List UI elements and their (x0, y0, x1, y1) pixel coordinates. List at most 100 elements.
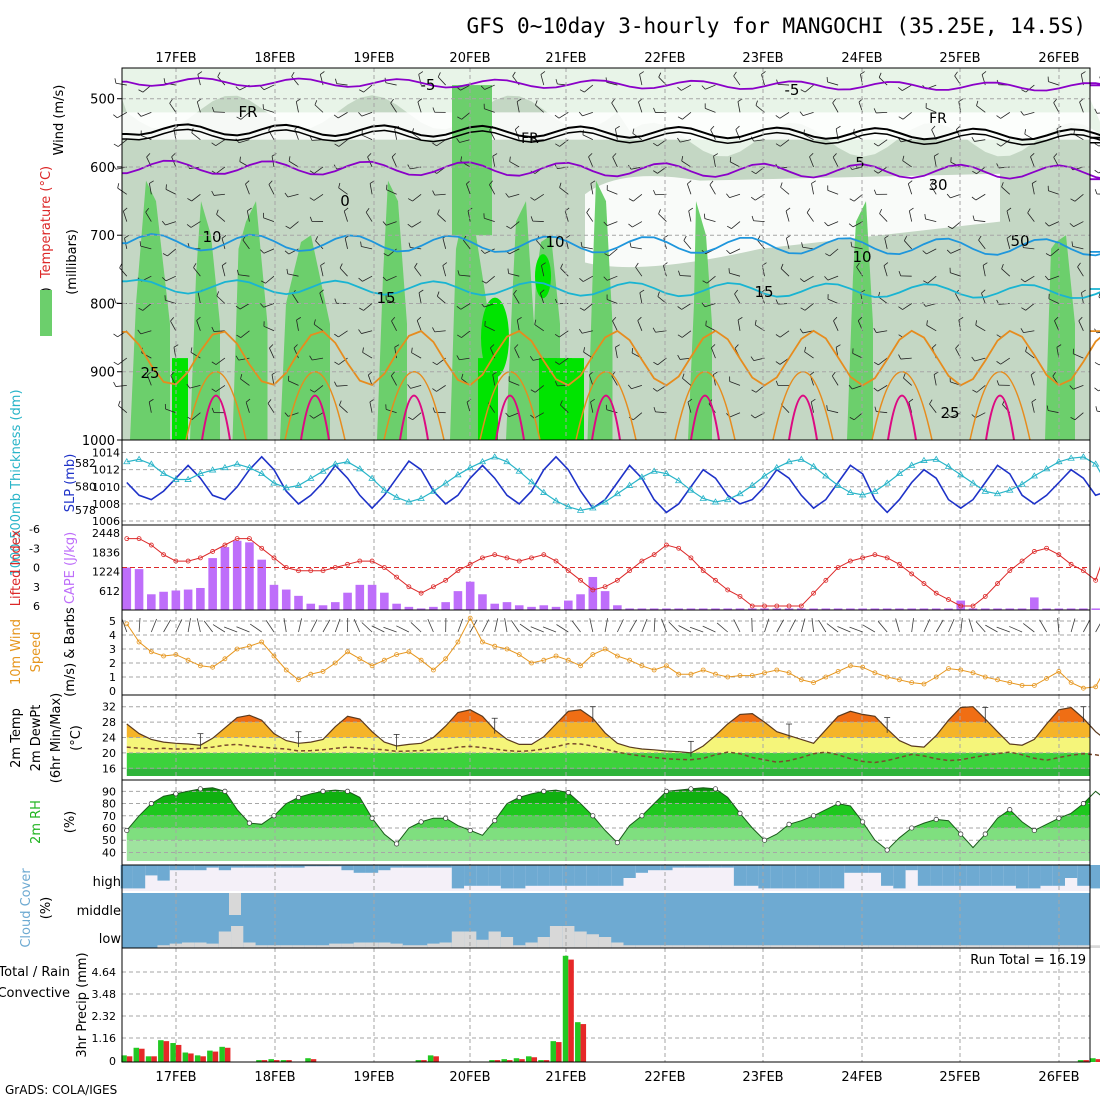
wind10-barb (997, 627, 1010, 632)
rh2m-marker (885, 848, 889, 852)
rh2m-marker (149, 801, 153, 805)
ylabel-slp: SLP (mb) (63, 454, 78, 513)
wind10-barb (985, 625, 997, 632)
wind-barb-flag (114, 144, 118, 147)
wind10-barb (819, 620, 826, 632)
precip-convective-bar (1096, 1059, 1100, 1062)
wind10-barb (204, 621, 213, 632)
cape-bar (601, 591, 610, 610)
cloud-low-bar (562, 926, 574, 948)
cloud-high-bar (771, 865, 783, 888)
cloud-high-bar (844, 865, 856, 873)
date-label-bottom: 19FEB (353, 1070, 394, 1085)
li-tick-label: 3 (33, 581, 40, 594)
precip-total-bar (428, 1055, 434, 1062)
temp-tick-label: 20 (102, 747, 116, 760)
rh2m-marker (198, 787, 202, 791)
rh2m-marker (419, 820, 423, 824)
rh2m-marker (517, 795, 521, 799)
thickness-line (127, 457, 1100, 510)
cloud-low-bar (525, 943, 537, 949)
cape-bar (184, 590, 193, 610)
cape-bar (221, 547, 230, 610)
rh-band (122, 784, 1090, 791)
wind10-barb (690, 627, 703, 632)
ylabel-wind10: 10m Wind (9, 619, 24, 685)
li-tick-label: -3 (29, 542, 40, 555)
date-label-top: 23FEB (742, 51, 783, 66)
y-tick-label: 900 (90, 366, 115, 381)
wind-barb-flag (113, 115, 117, 118)
wind-barb-flag (730, 157, 731, 162)
cloud-high-bar (979, 865, 991, 886)
contour-label: 30 (928, 176, 947, 194)
precip-convective-bar (139, 1049, 145, 1062)
cloud-low-bar (1090, 945, 1100, 948)
right-tick-label: 1014 (92, 447, 120, 460)
cloud-low-bar (587, 934, 599, 948)
rh2m-marker (443, 816, 447, 820)
wind-tick-label: 4 (109, 629, 116, 642)
rh2m-fill (122, 784, 1090, 861)
cape-bar (208, 558, 217, 610)
precip-convective-bar (532, 1057, 538, 1062)
wind-barb-flag (1095, 189, 1097, 194)
cloud-high-bar (930, 865, 942, 886)
rh2m-marker (959, 832, 963, 836)
ylabel-cloud: Cloud Cover (19, 868, 34, 948)
wind10-barb (703, 626, 716, 632)
cloud-high-bar (599, 865, 611, 886)
precip-total-bar (551, 1041, 557, 1062)
right-tick-label: 1008 (92, 498, 120, 511)
wind-tick-label: 2 (109, 657, 116, 670)
wind10-barb (188, 618, 190, 632)
wind-barb-flag (704, 214, 705, 219)
rh2m-marker (811, 814, 815, 818)
cape-bar (539, 605, 548, 610)
cloud-high-bar (955, 865, 967, 886)
cloud-high-bar (476, 865, 488, 886)
wind10-barb (495, 618, 498, 632)
li-tick-label: 6 (33, 600, 40, 613)
upper-air-panel: -5FR50101525103050FRFR-51015255006007008… (39, 68, 1100, 449)
date-label-bottom: 24FEB (841, 1070, 882, 1085)
temp-band (122, 768, 1090, 776)
cloud-high-bar (1028, 865, 1040, 888)
date-label-top: 22FEB (644, 51, 685, 66)
wind10-barb (1071, 619, 1075, 632)
cloud-high-bar (513, 865, 525, 888)
precip-total-bar (219, 1047, 225, 1062)
wind10-barb (777, 620, 784, 632)
date-label-bottom: 18FEB (254, 1070, 295, 1085)
wind10-barb (590, 618, 593, 632)
cape-bar (159, 592, 168, 610)
cape-tick-label: 612 (99, 585, 120, 598)
cape-bar (490, 604, 499, 610)
rh-legend-swatch (40, 290, 52, 336)
cape-bar (466, 582, 475, 610)
cape-bar (1091, 608, 1100, 610)
precip-convective-bar (164, 1041, 170, 1062)
wind-barb-flag (1095, 170, 1099, 173)
wind-barb-flag (1096, 406, 1097, 411)
contour-label: FR (238, 103, 257, 121)
cloud-low-bar (207, 944, 219, 948)
y-tick-label: 700 (90, 229, 115, 244)
cloud-high-bar (341, 865, 353, 870)
wind10-barb (284, 618, 286, 632)
cloud-high-bar (121, 865, 133, 888)
rh2m-marker (370, 816, 374, 820)
cloud-high-bar (623, 865, 635, 878)
wind10-barb (362, 622, 372, 632)
cloud-low-bar (550, 926, 562, 948)
ylabel-dewpt: 2m DewPt (29, 705, 44, 772)
ylabel-temperature: Temperature (°C) (39, 166, 54, 279)
rh-band (122, 840, 1090, 861)
wind10-barb (936, 620, 943, 632)
right-tick-label: 1012 (92, 464, 120, 477)
rh2m-marker (615, 840, 619, 844)
rh2m-marker (468, 828, 472, 832)
wind-barb-flag (606, 405, 607, 410)
precip-total-bar (134, 1048, 140, 1062)
